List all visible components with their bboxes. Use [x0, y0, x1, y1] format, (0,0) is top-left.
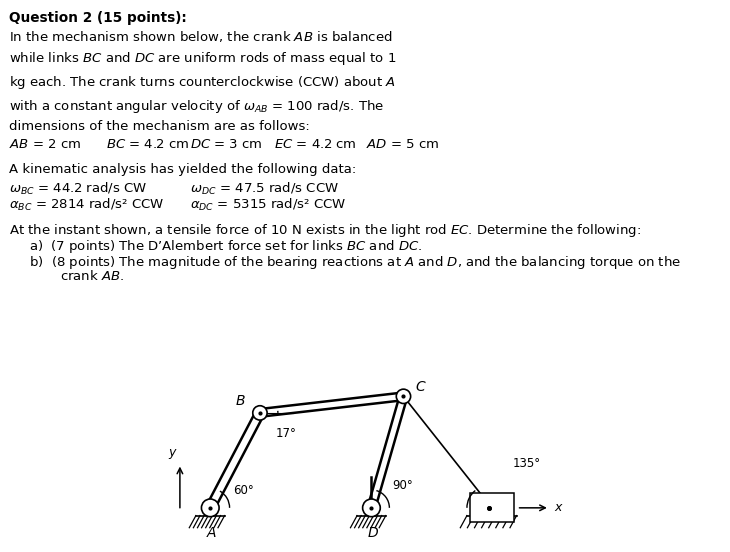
Bar — [469, 493, 514, 522]
Text: $D$: $D$ — [367, 526, 379, 539]
Text: $\alpha_{BC}$ = 2814 rad/s² CCW: $\alpha_{BC}$ = 2814 rad/s² CCW — [9, 197, 165, 213]
Text: $E$: $E$ — [483, 491, 493, 505]
Circle shape — [396, 389, 411, 404]
Text: crank $AB$.: crank $AB$. — [60, 269, 124, 283]
Text: $B$: $B$ — [236, 395, 246, 408]
Text: 17°: 17° — [275, 427, 296, 440]
Text: $AD$ = 5 cm: $AD$ = 5 cm — [366, 138, 439, 151]
Circle shape — [253, 406, 267, 420]
Text: Question 2 (15 points):: Question 2 (15 points): — [9, 11, 187, 25]
Text: In the mechanism shown below, the crank $AB$ is balanced
while links $BC$ and $D: In the mechanism shown below, the crank … — [9, 29, 397, 133]
Text: 135°: 135° — [512, 457, 541, 470]
Text: 60°: 60° — [234, 484, 254, 497]
Text: $A$: $A$ — [207, 526, 218, 539]
Text: $BC$ = 4.2 cm: $BC$ = 4.2 cm — [106, 138, 189, 151]
Text: $\omega_{DC}$ = 47.5 rad/s CCW: $\omega_{DC}$ = 47.5 rad/s CCW — [190, 181, 339, 197]
Text: b)  (8 points) The magnitude of the bearing reactions at $A$ and $D$, and the ba: b) (8 points) The magnitude of the beari… — [29, 254, 681, 271]
Text: $EC$ = 4.2 cm: $EC$ = 4.2 cm — [274, 138, 356, 151]
Text: A kinematic analysis has yielded the following data:: A kinematic analysis has yielded the fol… — [9, 163, 357, 177]
Text: $AB$ = 2 cm: $AB$ = 2 cm — [9, 138, 82, 151]
Circle shape — [201, 499, 219, 517]
Text: $C$: $C$ — [415, 380, 426, 394]
Text: $y$: $y$ — [169, 447, 178, 461]
Text: $DC$ = 3 cm: $DC$ = 3 cm — [190, 138, 263, 151]
Text: $\omega_{BC}$ = 44.2 rad/s CW: $\omega_{BC}$ = 44.2 rad/s CW — [9, 181, 147, 197]
Text: At the instant shown, a tensile force of 10 N exists in the light rod $EC$. Dete: At the instant shown, a tensile force of… — [9, 222, 642, 240]
Polygon shape — [259, 392, 404, 417]
Text: $x$: $x$ — [553, 501, 564, 514]
Polygon shape — [207, 411, 264, 510]
Circle shape — [363, 499, 380, 517]
Text: $\alpha_{DC}$ = 5315 rad/s² CCW: $\alpha_{DC}$ = 5315 rad/s² CCW — [190, 197, 346, 213]
Text: a)  (7 points) The D’Alembert force set for links $BC$ and $DC$.: a) (7 points) The D’Alembert force set f… — [29, 238, 423, 256]
Text: 90°: 90° — [393, 479, 413, 492]
Polygon shape — [368, 395, 407, 509]
